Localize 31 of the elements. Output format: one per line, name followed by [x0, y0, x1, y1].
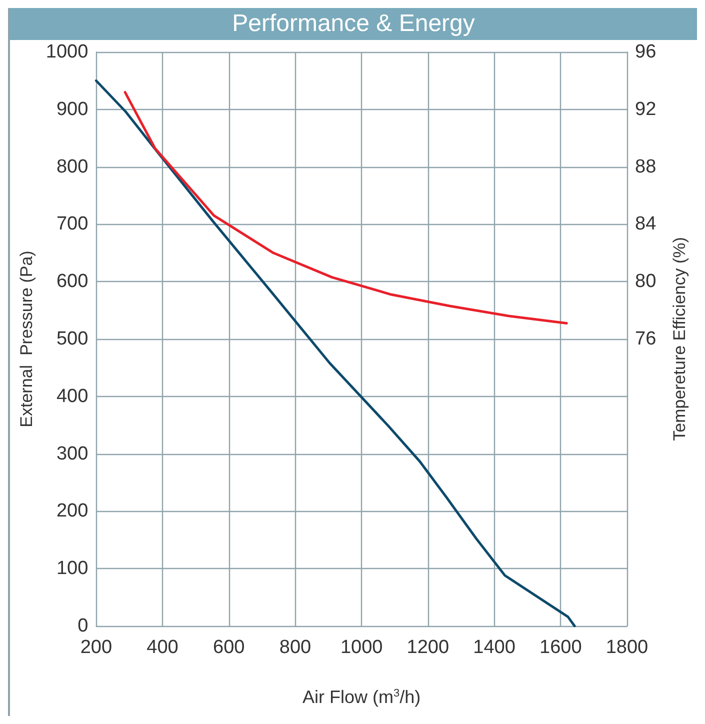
x-tick-label: 1000: [340, 637, 383, 658]
line-series: [124, 90, 568, 324]
y-axis-title: External Pressure (Pa): [17, 250, 36, 428]
x-tick-label: 1200: [406, 637, 450, 658]
y-tick-label: 800: [56, 156, 88, 178]
y-tick-label: 100: [56, 558, 88, 580]
y2-axis-title: Tempereture Efficiency (%): [670, 237, 689, 441]
chart-title: Performance & Energy: [10, 8, 697, 40]
y-tick-label: 700: [56, 214, 88, 235]
y2-tick-label: 92: [635, 98, 656, 120]
y-tick-label: 0: [78, 616, 88, 636]
x-tick-label: 1600: [540, 637, 582, 658]
y-tick-label: 900: [56, 98, 88, 120]
x-tick-label: 600: [213, 637, 245, 658]
y-tick-label: 400: [56, 386, 88, 407]
y-tick-label: 300: [56, 443, 88, 464]
x-tick-label: 800: [279, 637, 312, 658]
y-tick-label: 500: [56, 328, 88, 350]
y2-tick-label: 80: [635, 271, 656, 292]
y2-tick-label: 96: [635, 42, 656, 62]
x-tick-label: 1400: [473, 637, 516, 658]
x-tick-label: 400: [146, 637, 178, 658]
y2-tick-label: 76: [635, 328, 656, 350]
x-tick-label: 1800: [606, 637, 648, 658]
y-tick-label: 200: [56, 500, 88, 522]
y2-tick-label: 84: [635, 214, 657, 235]
x-tick-label: 200: [80, 637, 112, 658]
y2-tick-label: 88: [635, 156, 656, 178]
y-tick-label: 1000: [46, 42, 88, 62]
y-tick-label: 600: [56, 271, 88, 292]
line-series: [94, 79, 576, 628]
